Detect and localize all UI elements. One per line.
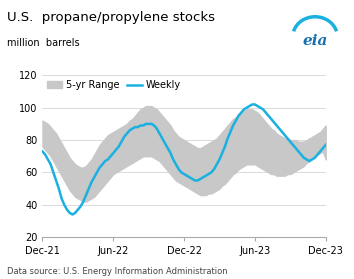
Legend: 5-yr Range, Weekly: 5-yr Range, Weekly [47,80,181,90]
Text: U.S.  propane/propylene stocks: U.S. propane/propylene stocks [7,11,215,24]
Text: eia: eia [302,34,328,48]
Text: million  barrels: million barrels [7,38,80,48]
Text: Data source: U.S. Energy Information Administration: Data source: U.S. Energy Information Adm… [7,267,228,276]
